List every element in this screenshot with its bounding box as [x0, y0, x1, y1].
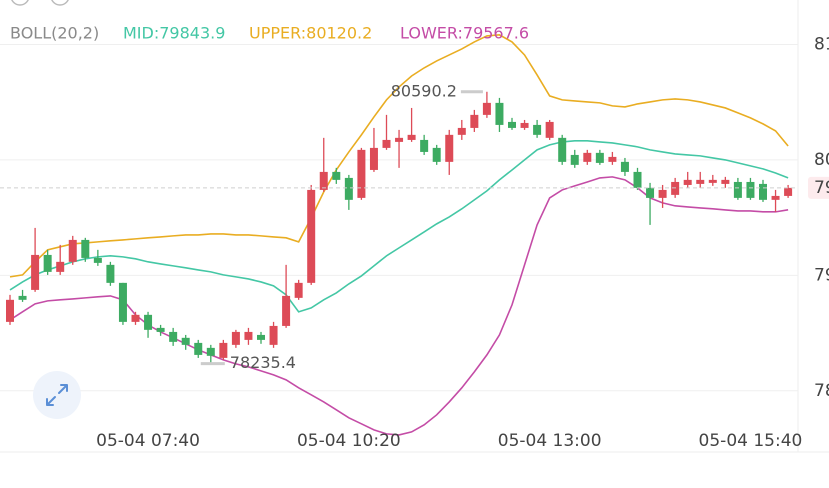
candle-body — [407, 134, 416, 140]
candle-body — [282, 295, 291, 326]
legend-entry: UPPER:80120.2 — [249, 24, 372, 43]
candle-body — [56, 261, 65, 272]
legend-entry: MID:79843.9 — [123, 24, 225, 43]
candle-body — [219, 342, 228, 358]
expand-button[interactable] — [33, 371, 81, 419]
icon — [11, 0, 29, 6]
candle-body — [671, 181, 680, 195]
candle-body — [708, 179, 717, 183]
y-tick-label: 80000 — [814, 150, 829, 170]
candle-body — [231, 331, 240, 345]
candle-body — [68, 239, 77, 262]
candle-body — [144, 314, 153, 330]
candle-body — [344, 177, 353, 200]
legend-entry: LOWER:79567.6 — [400, 24, 529, 43]
candle-body — [508, 121, 516, 128]
candle-body — [118, 282, 127, 322]
candle-body — [131, 314, 140, 322]
candle-body — [683, 179, 692, 185]
candle-body — [520, 122, 529, 128]
candle-body — [696, 179, 705, 184]
candle-body — [6, 299, 14, 322]
bands — [9, 34, 789, 436]
candle-body — [369, 147, 378, 170]
min-annotation: 78235.4 — [230, 353, 296, 372]
candle-body — [307, 189, 316, 283]
grid — [0, 43, 798, 392]
candle-body — [658, 189, 667, 198]
candle-body — [558, 137, 567, 162]
candle-body — [733, 181, 742, 198]
candle-body — [633, 171, 642, 188]
candle-body — [169, 331, 178, 342]
x-tick-label: 05-04 15:40 — [699, 431, 803, 451]
candles — [0, 91, 798, 364]
candle-body — [570, 154, 579, 165]
candle-body — [746, 181, 755, 198]
candle-body — [470, 114, 479, 128]
expand-icon[interactable] — [46, 384, 68, 406]
candle-body — [457, 127, 466, 135]
candle-body — [43, 254, 52, 272]
candle-body — [269, 325, 278, 345]
button-bg[interactable] — [33, 371, 81, 419]
band-line — [9, 176, 789, 436]
candle-body — [646, 187, 655, 198]
candle-body — [420, 139, 429, 152]
last-price-tag — [808, 176, 829, 199]
candle-body — [533, 124, 542, 135]
candle-body — [721, 179, 730, 184]
band-line — [9, 34, 789, 278]
candle-body — [332, 171, 341, 180]
indicator-label: BOLL(20,2) — [10, 24, 99, 43]
candle-body — [382, 139, 391, 148]
labels: 81000 80000 79000 78000 05-04 07:40 05-04 10:… — [96, 34, 829, 451]
candle-body — [583, 152, 592, 162]
x-tick-label: 05-04 07:40 — [96, 431, 200, 451]
band-line — [9, 140, 789, 313]
candle-body — [432, 147, 441, 162]
candle-body — [244, 331, 253, 340]
candle-body — [759, 183, 767, 200]
x-tick-label: 05-04 13:00 — [498, 431, 602, 451]
candle-body — [445, 134, 454, 162]
candle-body — [31, 254, 40, 290]
candle-body — [156, 327, 165, 332]
candle-body — [482, 102, 491, 115]
top-icons — [11, 0, 69, 6]
candle-body — [357, 149, 366, 198]
candle-body — [771, 195, 780, 200]
y-tick-label: 78000 — [814, 381, 829, 401]
x-tick-label: 05-04 10:20 — [297, 431, 401, 451]
y-tick-label: 81000 — [814, 34, 829, 54]
last-price-label: 79758 — [814, 178, 829, 198]
candle-body — [93, 257, 102, 263]
y-tick-label: 79000 — [814, 265, 829, 285]
candle-body — [595, 152, 604, 163]
candle-body — [395, 137, 404, 142]
candle-body — [608, 156, 617, 162]
candle-body — [81, 239, 90, 258]
candle-body — [294, 282, 303, 298]
candle-body — [194, 342, 203, 355]
candle-body — [495, 102, 504, 125]
candle-body — [106, 264, 115, 283]
candle-body — [206, 347, 215, 356]
candle-body — [257, 334, 265, 340]
candle-body — [545, 121, 554, 138]
candle-body — [784, 187, 793, 196]
candle-body — [620, 161, 629, 172]
candle-body — [319, 171, 328, 190]
candle-body — [181, 337, 190, 345]
candle-body — [18, 295, 27, 300]
icon — [51, 0, 69, 6]
max-annotation: 80590.2 — [391, 81, 457, 100]
